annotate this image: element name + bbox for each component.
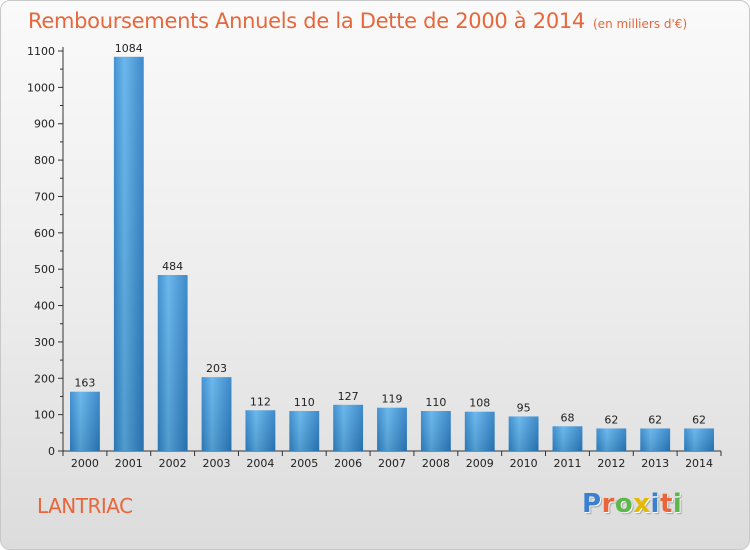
chart-title: Remboursements Annuels de la Dette de 20… [28, 9, 687, 33]
y-tick-label: 700 [34, 190, 55, 203]
x-tick-label: 2009 [466, 457, 494, 470]
y-tick-label: 600 [34, 227, 55, 240]
x-tick-label: 2007 [378, 457, 406, 470]
chart-value-labels: 2000 163 2001 1084 2002 484 2003 203 2004 112 2005… [71, 42, 713, 470]
y-tick-label: 1100 [27, 45, 55, 58]
bar-value-label: 1084 [115, 42, 143, 55]
x-tick-label: 2013 [641, 457, 669, 470]
logo-letter: t [659, 489, 673, 519]
x-tick-label: 2001 [115, 457, 143, 470]
bar-value-label: 110 [294, 396, 315, 409]
x-tick-label: 2004 [246, 457, 274, 470]
y-tick-label: 300 [34, 336, 55, 349]
bar-shade [552, 426, 583, 451]
proxiti-logo: Proxiti [582, 489, 682, 519]
bar-shade [508, 416, 539, 451]
y-tick-label: 800 [34, 154, 55, 167]
x-tick-label: 2002 [159, 457, 187, 470]
x-tick-label: 2005 [290, 457, 318, 470]
bar-value-label: 95 [517, 401, 531, 414]
bar-shade [245, 410, 276, 451]
x-tick-label: 2014 [685, 457, 713, 470]
bar-value-label: 62 [648, 413, 662, 426]
x-tick-label: 2011 [553, 457, 581, 470]
logo-letter: x [633, 489, 651, 519]
bar-shade [333, 404, 364, 451]
logo-letter: r [601, 489, 615, 519]
y-tick-label: 900 [34, 118, 55, 131]
x-tick-label: 2000 [71, 457, 99, 470]
x-tick-label: 2012 [597, 457, 625, 470]
bar-value-label: 110 [425, 396, 446, 409]
bar-value-label: 127 [338, 390, 359, 403]
y-tick-label: 1000 [27, 81, 55, 94]
bar-value-label: 108 [469, 397, 490, 410]
x-tick-label: 2010 [510, 457, 538, 470]
bar-shade [596, 428, 627, 451]
logo-letter: i [650, 489, 660, 519]
bar-value-label: 163 [74, 377, 95, 390]
y-tick-label: 100 [34, 409, 55, 422]
bar-value-label: 68 [560, 411, 574, 424]
chart-subtitle: (en milliers d'€) [593, 17, 688, 31]
bar-value-label: 484 [162, 260, 183, 273]
bar-value-label: 62 [692, 413, 706, 426]
bar-value-label: 203 [206, 362, 227, 375]
bar-value-label: 62 [604, 413, 618, 426]
chart-title-text: Remboursements Annuels de la Dette de 20… [28, 9, 585, 33]
bar-shade [464, 411, 495, 451]
logo-letter: o [614, 489, 634, 519]
x-tick-label: 2008 [422, 457, 450, 470]
x-tick-label: 2003 [203, 457, 231, 470]
bar-shade [289, 411, 320, 451]
logo-letter: i [672, 489, 683, 519]
bar-shade [113, 56, 144, 452]
bar-value-label: 112 [250, 395, 271, 408]
chart-axes: 0 100 200 300 400 500 600 700 800 900 1000 1100 [27, 45, 722, 458]
bar-shade [684, 428, 714, 451]
chart-bars [70, 56, 714, 452]
bar-shade [157, 275, 188, 451]
y-tick-label: 400 [34, 300, 55, 313]
y-tick-label: 0 [48, 445, 55, 458]
logo-letter: P [582, 489, 602, 519]
bar-shade [377, 407, 407, 451]
bar-shade [420, 411, 451, 451]
bar-value-label: 119 [382, 393, 403, 406]
y-tick-label: 500 [34, 263, 55, 276]
bar-shade [640, 428, 671, 451]
commune-name: LANTRIAC [37, 494, 133, 518]
bar-shade [201, 377, 232, 451]
y-tick-label: 200 [34, 372, 55, 385]
bar-shade [70, 391, 100, 451]
x-tick-label: 2006 [334, 457, 362, 470]
